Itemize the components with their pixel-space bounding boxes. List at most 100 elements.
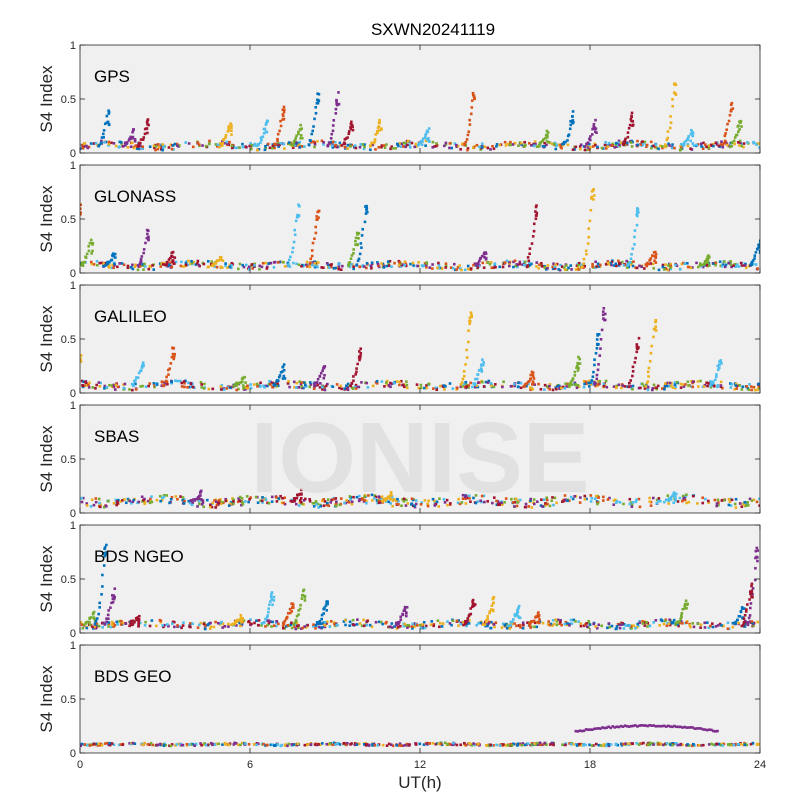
data-point bbox=[399, 265, 403, 268]
data-point bbox=[267, 607, 270, 610]
data-point bbox=[103, 546, 107, 549]
data-point bbox=[380, 145, 383, 149]
data-point bbox=[279, 494, 282, 498]
data-point bbox=[672, 501, 675, 505]
data-point bbox=[92, 503, 96, 507]
data-point bbox=[671, 386, 675, 389]
data-point bbox=[400, 142, 404, 146]
data-point bbox=[735, 384, 739, 388]
data-point bbox=[687, 500, 691, 504]
data-point bbox=[293, 499, 296, 503]
data-point bbox=[539, 504, 543, 507]
data-point bbox=[608, 625, 612, 629]
data-point bbox=[589, 494, 593, 497]
data-point bbox=[645, 382, 649, 385]
data-point bbox=[477, 264, 481, 268]
data-point bbox=[349, 126, 352, 129]
data-point bbox=[262, 742, 265, 746]
data-point bbox=[119, 623, 123, 626]
data-point bbox=[636, 725, 639, 728]
data-point bbox=[571, 121, 574, 125]
data-point bbox=[618, 261, 622, 265]
data-point bbox=[353, 742, 357, 745]
data-point bbox=[468, 619, 471, 622]
data-point bbox=[600, 328, 604, 332]
data-point bbox=[365, 623, 368, 627]
data-point bbox=[568, 742, 571, 745]
data-point bbox=[516, 610, 520, 614]
data-point bbox=[747, 388, 751, 391]
data-point bbox=[526, 256, 530, 259]
data-point bbox=[213, 499, 216, 502]
data-point bbox=[201, 499, 205, 502]
data-point bbox=[646, 743, 650, 746]
data-point bbox=[260, 624, 263, 627]
data-point bbox=[244, 742, 247, 745]
data-point bbox=[101, 585, 104, 588]
data-point bbox=[98, 501, 101, 505]
data-point bbox=[481, 380, 484, 384]
data-point bbox=[578, 145, 582, 148]
data-point bbox=[282, 368, 286, 372]
data-point bbox=[227, 743, 231, 747]
data-point bbox=[405, 383, 409, 387]
data-point bbox=[588, 219, 592, 223]
data-point bbox=[217, 742, 221, 746]
y-tick-label: 0.5 bbox=[61, 334, 76, 346]
data-point bbox=[401, 145, 405, 148]
data-point bbox=[730, 498, 734, 502]
data-point bbox=[427, 127, 431, 130]
data-point bbox=[316, 218, 319, 221]
data-point bbox=[555, 623, 559, 627]
data-point bbox=[332, 741, 336, 745]
data-point bbox=[401, 613, 405, 617]
data-point bbox=[645, 264, 649, 268]
data-point bbox=[637, 346, 640, 349]
data-point bbox=[409, 262, 412, 266]
data-point bbox=[729, 386, 733, 389]
data-point bbox=[264, 617, 267, 621]
data-point bbox=[510, 744, 514, 747]
data-point bbox=[208, 139, 211, 143]
data-point bbox=[704, 261, 707, 265]
data-point bbox=[106, 120, 110, 124]
data-point bbox=[380, 144, 384, 147]
data-point bbox=[466, 133, 470, 137]
data-point bbox=[119, 500, 123, 503]
data-point bbox=[365, 261, 369, 265]
data-point bbox=[509, 625, 513, 629]
data-point bbox=[197, 502, 201, 506]
data-point bbox=[611, 725, 615, 728]
data-point bbox=[314, 106, 317, 109]
data-point bbox=[463, 268, 467, 272]
data-point bbox=[299, 134, 303, 137]
data-point bbox=[528, 379, 531, 383]
data-point bbox=[532, 498, 536, 501]
data-point bbox=[217, 621, 220, 625]
data-point bbox=[535, 214, 538, 217]
data-point bbox=[669, 115, 672, 118]
data-point bbox=[684, 599, 688, 603]
data-point bbox=[438, 497, 441, 500]
x-tick-label: 18 bbox=[584, 759, 596, 771]
data-point bbox=[406, 626, 409, 629]
data-point bbox=[591, 127, 594, 131]
data-point bbox=[517, 144, 520, 147]
data-point bbox=[743, 743, 747, 747]
data-point bbox=[183, 381, 186, 385]
data-point bbox=[173, 620, 176, 624]
data-point bbox=[342, 741, 346, 745]
data-point bbox=[229, 266, 233, 270]
data-point bbox=[347, 130, 351, 133]
data-point bbox=[444, 141, 448, 145]
data-point bbox=[401, 263, 405, 266]
data-point bbox=[305, 743, 309, 747]
data-point bbox=[470, 315, 473, 319]
data-point bbox=[299, 603, 302, 607]
data-point bbox=[282, 261, 285, 264]
data-point bbox=[446, 620, 449, 623]
data-point bbox=[729, 260, 732, 263]
data-point bbox=[618, 623, 621, 627]
data-point bbox=[670, 382, 673, 385]
data-point bbox=[286, 382, 290, 385]
